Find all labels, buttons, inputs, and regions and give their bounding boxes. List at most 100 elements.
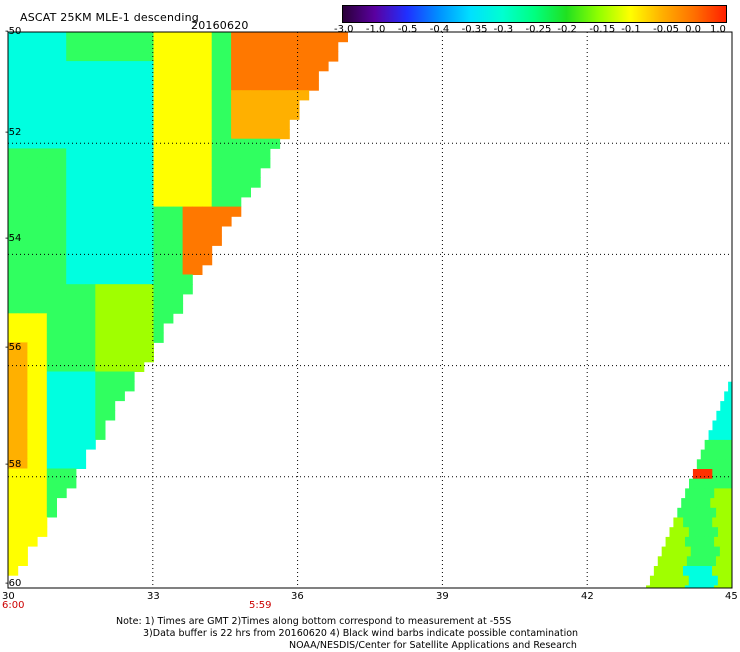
swath-cell xyxy=(698,576,708,586)
swath-cell xyxy=(183,110,193,120)
swath-cell xyxy=(66,226,76,236)
swath-cell xyxy=(66,236,76,246)
swath-cell xyxy=(115,42,125,52)
swath-cell xyxy=(714,488,724,498)
swath-cell xyxy=(726,411,732,421)
swath-cell xyxy=(212,119,222,129)
swath-cell xyxy=(18,478,28,488)
swath-cell xyxy=(212,148,222,158)
swath-cell xyxy=(144,129,154,139)
swath-cell xyxy=(57,61,67,71)
swath-cell xyxy=(183,51,193,61)
swath-cell xyxy=(124,110,134,120)
swath-cell xyxy=(37,517,47,527)
swath-cell xyxy=(192,158,202,168)
swath-cell xyxy=(115,275,125,285)
swath-cell xyxy=(124,207,134,217)
swath-cell xyxy=(669,527,679,537)
swath-cell xyxy=(134,313,144,323)
swath-cell xyxy=(27,207,37,217)
swath-cell xyxy=(105,119,115,129)
swath-cell xyxy=(124,139,134,149)
swath-cell xyxy=(202,81,212,91)
swath-cell xyxy=(76,187,86,197)
swath-cell xyxy=(241,42,251,52)
swath-cell xyxy=(8,381,18,391)
swath-cell xyxy=(37,449,47,459)
swath-cell xyxy=(105,158,115,168)
swath-cell xyxy=(95,81,105,91)
swath-cell xyxy=(212,236,222,246)
swath-cell xyxy=(183,148,193,158)
swath-cell xyxy=(173,119,183,129)
swath-cell xyxy=(202,168,212,178)
swath-cell xyxy=(192,42,202,52)
swath-cell xyxy=(231,100,241,110)
swath-cell xyxy=(18,352,28,362)
swath-cell xyxy=(18,284,28,294)
swath-cell xyxy=(202,197,212,207)
swath-cell xyxy=(27,110,37,120)
swath-cell xyxy=(95,197,105,207)
swath-cell xyxy=(221,51,231,61)
swath-cell xyxy=(18,187,28,197)
swath-cell xyxy=(66,32,76,42)
swath-cell xyxy=(115,236,125,246)
swath-cell xyxy=(124,323,134,333)
swath-cell xyxy=(8,488,18,498)
swath-cell xyxy=(212,100,222,110)
swath-cell xyxy=(662,547,672,557)
swath-cell xyxy=(212,216,222,226)
swath-cell xyxy=(163,51,173,61)
swath-cell xyxy=(695,488,705,498)
swath-cell xyxy=(716,556,726,566)
swath-cell xyxy=(27,362,37,372)
swath-cell xyxy=(241,119,251,129)
lon-label-36: 36 xyxy=(291,591,304,602)
swath-cell xyxy=(124,216,134,226)
swath-cell xyxy=(47,81,57,91)
swath-cell xyxy=(144,333,154,343)
swath-cell xyxy=(18,536,28,546)
swath-cell xyxy=(212,129,222,139)
swath-cell xyxy=(289,81,299,91)
swath-cell xyxy=(86,226,96,236)
swath-cell xyxy=(8,430,18,440)
swath-cell xyxy=(47,158,57,168)
swath-cell xyxy=(95,119,105,129)
swath-cell xyxy=(192,168,202,178)
swath-cell xyxy=(154,294,164,304)
swath-cell xyxy=(37,304,47,314)
swath-cell xyxy=(76,207,86,217)
swath-cell xyxy=(666,537,676,547)
swath-cell xyxy=(47,401,57,411)
swath-cell xyxy=(299,61,309,71)
swath-cell xyxy=(76,362,86,372)
swath-cell xyxy=(27,197,37,207)
swath-cell xyxy=(134,119,144,129)
swath-cell xyxy=(57,439,67,449)
swath-cell xyxy=(202,216,212,226)
swath-cell xyxy=(134,158,144,168)
swath-cell xyxy=(115,197,125,207)
swath-cell xyxy=(289,61,299,71)
swath-cell xyxy=(27,139,37,149)
swath-cell xyxy=(124,187,134,197)
swath-cell xyxy=(679,576,689,586)
swath-cell xyxy=(8,42,18,52)
swath-cell xyxy=(183,158,193,168)
swath-cell xyxy=(163,284,173,294)
swath-cell xyxy=(57,333,67,343)
swath-cell xyxy=(192,255,202,265)
swath-cell xyxy=(76,430,86,440)
swath-cell xyxy=(706,556,716,566)
swath-cell xyxy=(163,42,173,52)
note-line-3: NOAA/NESDIS/Center for Satellite Applica… xyxy=(289,640,577,652)
swath-cell xyxy=(124,197,134,207)
swath-cell xyxy=(76,81,86,91)
swath-cell xyxy=(231,119,241,129)
swath-cell xyxy=(66,342,76,352)
swath-cell xyxy=(27,129,37,139)
swath-cell xyxy=(8,372,18,382)
swath-cell xyxy=(154,100,164,110)
